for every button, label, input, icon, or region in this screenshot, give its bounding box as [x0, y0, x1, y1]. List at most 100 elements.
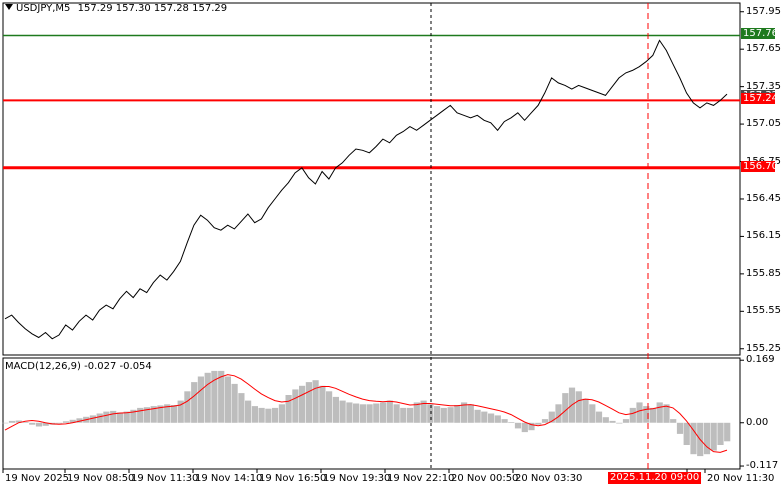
macd-histogram-bar [299, 385, 306, 423]
macd-histogram-bar [454, 405, 461, 423]
macd-histogram-bar [488, 413, 495, 423]
time-axis-label: 20 Nov 11:30 [707, 473, 775, 484]
price-plot [4, 39, 728, 340]
level-tag-red-lower: 156.70 [741, 161, 778, 172]
macd-histogram-bar [218, 370, 225, 423]
macd-histogram-bar [575, 391, 582, 423]
macd-histogram-bar [710, 422, 717, 451]
macd-histogram-bar [582, 398, 589, 423]
macd-histogram-bar [103, 411, 110, 423]
macd-axis-label: 0.169 [746, 354, 775, 366]
macd-histogram-bar [245, 400, 252, 423]
macd-histogram-bar [535, 422, 542, 425]
macd-histogram-bar [191, 382, 198, 423]
macd-histogram-bar [359, 404, 366, 423]
macd-histogram-bar [319, 385, 326, 423]
macd-histogram-bar [676, 422, 684, 434]
macd-histogram-bar [589, 404, 596, 423]
price-axis-label: 157.05 [746, 118, 781, 130]
macd-histogram-bar [224, 376, 231, 423]
level-tag-red-upper: 157.24 [741, 93, 778, 104]
macd-histogram-bar [636, 402, 643, 423]
time-axis-label: 20 Nov 03:30 [515, 473, 583, 484]
macd-histogram-bar [8, 420, 16, 423]
macd-histogram-bar [622, 419, 630, 423]
macd-histogram-bar [393, 404, 400, 423]
macd-histogram-bar [508, 422, 515, 423]
price-axis-label: 155.25 [746, 342, 781, 354]
price-axis-label: 157.35 [746, 80, 781, 92]
macd-histogram-bar [116, 412, 123, 423]
macd-histogram-bar [231, 383, 238, 423]
macd-histogram-bar [413, 402, 420, 423]
macd-histogram-bar [541, 419, 549, 423]
time-axis-label: 19 Nov 11:30 [131, 473, 199, 484]
macd-histogram-bar [143, 407, 150, 423]
macd-histogram-bar [656, 402, 663, 423]
macd-histogram-bar [265, 408, 272, 423]
macd-indicator-label[interactable]: MACD(12,26,9) -0.027 -0.054 [5, 361, 152, 372]
macd-histogram-bar [366, 404, 373, 423]
price-axis-label: 157.65 [746, 43, 781, 55]
macd-histogram-bar [461, 402, 468, 423]
macd-histogram-bar [89, 415, 96, 423]
macd-histogram-bar [157, 405, 164, 423]
macd-histogram-bar [170, 405, 177, 423]
symbol-label: USDJPY,M5 [16, 3, 71, 14]
macd-histogram-bar [285, 395, 292, 423]
macd-histogram-bar [15, 420, 22, 423]
price-axis-label: 155.55 [746, 305, 781, 317]
macd-histogram-bar [690, 422, 697, 455]
macd-histogram-bar [332, 396, 339, 423]
macd-histogram-bar [501, 419, 508, 423]
macd-histogram-bar [184, 391, 191, 423]
level-lines [3, 34, 740, 170]
macd-histogram-bar [56, 422, 63, 424]
macd-histogram-bar [481, 411, 488, 423]
macd-histogram-bar [150, 406, 157, 423]
chevron-down-icon[interactable] [5, 4, 13, 10]
macd-histogram-bar [238, 393, 245, 423]
macd-histogram-bar [528, 422, 535, 431]
macd-histogram-bar [42, 422, 49, 426]
macd-histogram-bar [670, 419, 677, 423]
macd-histogram-bar [204, 372, 211, 423]
macd-histogram-bar [609, 420, 616, 423]
macd-histogram-bar [164, 404, 171, 423]
macd-histogram-bar [339, 400, 346, 423]
macd-signal-line [4, 374, 728, 453]
time-axis-label: 19 Nov 22:10 [387, 473, 455, 484]
macd-histogram-bar [380, 402, 387, 423]
macd-histogram-bar [474, 409, 481, 423]
macd-histogram-bar [521, 422, 528, 433]
macd-histogram-bar [177, 400, 184, 423]
symbol-header[interactable]: USDJPY,M5 157.29 157.30 157.28 157.29 [5, 3, 227, 14]
price-axis-label: 157.95 [746, 5, 781, 17]
macd-histogram-bar [595, 411, 603, 423]
macd-histogram-bar [123, 411, 130, 423]
macd-histogram-bar [562, 393, 569, 423]
macd-histogram-bar [373, 403, 380, 423]
macd-histogram-bar [130, 409, 137, 423]
macd-histogram-bar [353, 403, 360, 423]
macd-histogram-bar [326, 391, 333, 423]
price-axis-label: 156.45 [746, 192, 781, 204]
macd-histogram-bar [258, 407, 265, 423]
price-axis-label: 156.15 [746, 230, 781, 242]
macd-histogram-bar [420, 400, 427, 423]
price-axis-label: 155.85 [746, 267, 781, 279]
time-axis-label: 19 Nov 08:50 [67, 473, 135, 484]
macd-histogram-bar [137, 407, 144, 423]
macd-histogram-bar [434, 406, 441, 423]
macd-histogram-bar [724, 422, 731, 442]
macd-histogram-bar [407, 407, 414, 423]
macd-histogram-bar [22, 422, 29, 423]
macd-histogram-bar [514, 422, 522, 429]
time-axis-label: 20 Nov 00:50 [451, 473, 519, 484]
macd-histogram-bar [602, 417, 609, 423]
macd-histogram-bar [110, 410, 117, 423]
chart-frame [2, 2, 744, 473]
time-axis-label: 19 Nov 2025 [5, 473, 70, 484]
macd-histogram-bar [427, 404, 434, 423]
